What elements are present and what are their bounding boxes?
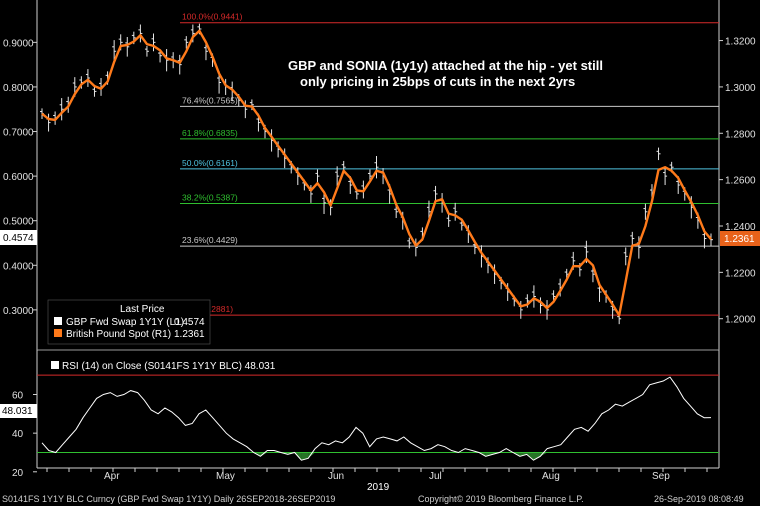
fib-label-1: 76.4%(0.7565): [182, 95, 238, 105]
left-tick-label-1: 0.8000: [3, 83, 34, 94]
legend: Last Price GBP Fwd Swap 1Y1Y (L1) 0.4574…: [47, 299, 211, 345]
month-label-2: Jun: [328, 471, 344, 482]
right-tick-label-6: 1.2000: [725, 315, 756, 326]
legend-swap-label: GBP Fwd Swap 1Y1Y (L1): [66, 317, 184, 328]
left-tick-label-4: 0.5000: [3, 217, 34, 228]
rsi-oversold-fill: [308, 452, 316, 459]
legend-header: Last Price: [120, 304, 165, 315]
right-tick-label-3: 1.2600: [725, 176, 756, 187]
footer-left: S0141FS 1Y1Y BLC Curncy (GBP Fwd Swap 1Y…: [2, 494, 335, 504]
left-tick-label-3: 0.6000: [3, 172, 34, 183]
rsi-tick-label-2: 20: [12, 468, 24, 479]
footer-right: 26-Sep-2019 08:08:49: [654, 494, 744, 504]
axes: 0.9000 0.8000 0.7000 0.6000 0.5000 0.4000 0.30…: [3, 37, 756, 482]
rsi-line: [41, 376, 712, 461]
left-tick-label-0: 0.9000: [3, 38, 34, 49]
fib-label-3: 50.0%(0.6161): [182, 158, 238, 168]
rsi-last-label: 48.031: [2, 406, 33, 417]
rsi-legend-label: RSI (14) on Close (S0141FS 1Y1Y BLC) 48.…: [62, 361, 276, 372]
gbp-spot-series: [41, 29, 712, 317]
rsi-oversold-fill: [260, 452, 268, 457]
left-tick-label-2: 0.7000: [3, 128, 34, 139]
month-label-3: Jul: [429, 471, 442, 482]
spot-line: [41, 29, 712, 317]
left-tick-label-6: 0.3000: [3, 306, 34, 317]
legend-spot-value: 1.2361: [174, 329, 205, 340]
right-tick-label-1: 1.3000: [725, 83, 756, 94]
rsi-tick-label-0: 60: [12, 391, 24, 402]
rsi-legend-swatch: [51, 361, 59, 369]
rsi-tick-label-1: 40: [12, 429, 24, 440]
right-tick-label-4: 1.2400: [725, 222, 756, 233]
left-last-tag: [0, 230, 37, 245]
right-last-label: 1.2361: [724, 234, 755, 245]
legend-spot-swatch: [54, 329, 62, 337]
legend-swap-swatch: [54, 317, 62, 325]
fib-label-5: 23.6%(0.4429): [182, 235, 238, 245]
rsi-oversold-fill: [533, 452, 541, 461]
month-label-5: Sep: [652, 471, 670, 482]
left-tick-label-5: 0.4000: [3, 261, 34, 272]
rsi-last-tag: [0, 404, 37, 418]
rsi-oversold-fill: [540, 452, 548, 457]
chart-annotation-line1: GBP and SONIA (1y1y) attached at the hip…: [288, 58, 603, 73]
month-label-0: Apr: [104, 471, 120, 482]
legend-swap-value: 0.4574: [174, 317, 205, 328]
chart-annotation-line2: only pricing in 25bps of cuts in the nex…: [300, 74, 575, 89]
year-label: 2019: [367, 482, 390, 493]
right-tick-label-2: 1.2800: [725, 129, 756, 140]
right-tick-label-5: 1.2200: [725, 268, 756, 279]
left-last-label: 0.4574: [3, 233, 34, 244]
rsi-panel: 60 40 20: [12, 374, 719, 479]
month-label-4: Aug: [542, 471, 560, 482]
fib-label-4: 38.2%(0.5387): [182, 192, 238, 202]
month-label-1: May: [216, 471, 235, 482]
right-tick-label-0: 1.3200: [725, 37, 756, 48]
footer-center: Copyright© 2019 Bloomberg Finance L.P.: [418, 494, 584, 504]
fib-label-0: 100.0%(0.9441): [182, 12, 243, 22]
legend-spot-label: British Pound Spot (R1): [66, 329, 171, 340]
right-last-tag: [720, 231, 760, 246]
fib-label-2: 61.8%(0.6835): [182, 128, 238, 138]
